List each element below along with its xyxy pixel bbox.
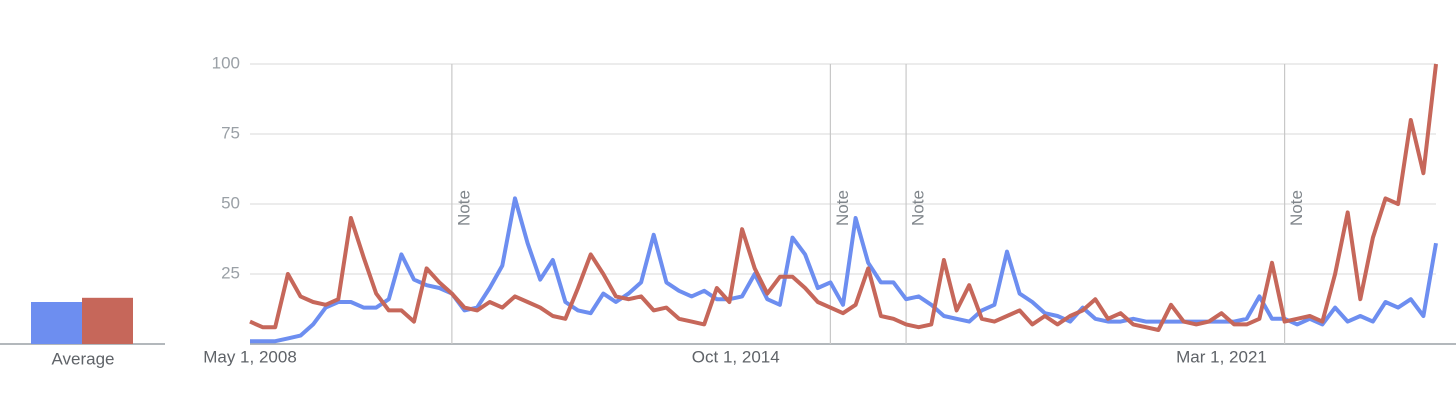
y-tick-label: 75 xyxy=(221,123,240,142)
plot: 25 50 75 100 May 1, 2008 Oct 1, 2014 Mar 1, 20… xyxy=(31,53,1438,366)
average-bar xyxy=(31,302,82,344)
average-label: Average xyxy=(51,349,114,368)
note-label: Note xyxy=(1287,190,1306,226)
x-tick-label: May 1, 2008 xyxy=(203,347,297,366)
note-label: Note xyxy=(454,190,473,226)
x-tick-label: Oct 1, 2014 xyxy=(692,347,780,366)
y-tick-label: 50 xyxy=(221,193,240,212)
x-tick-label: Mar 1, 2021 xyxy=(1176,347,1267,366)
average-bar xyxy=(82,297,133,344)
y-tick-label: 100 xyxy=(212,53,240,72)
y-tick-label: 25 xyxy=(221,263,240,282)
note-label: Note xyxy=(833,190,852,226)
note-label: Note xyxy=(909,190,928,226)
series-line xyxy=(249,63,1438,332)
